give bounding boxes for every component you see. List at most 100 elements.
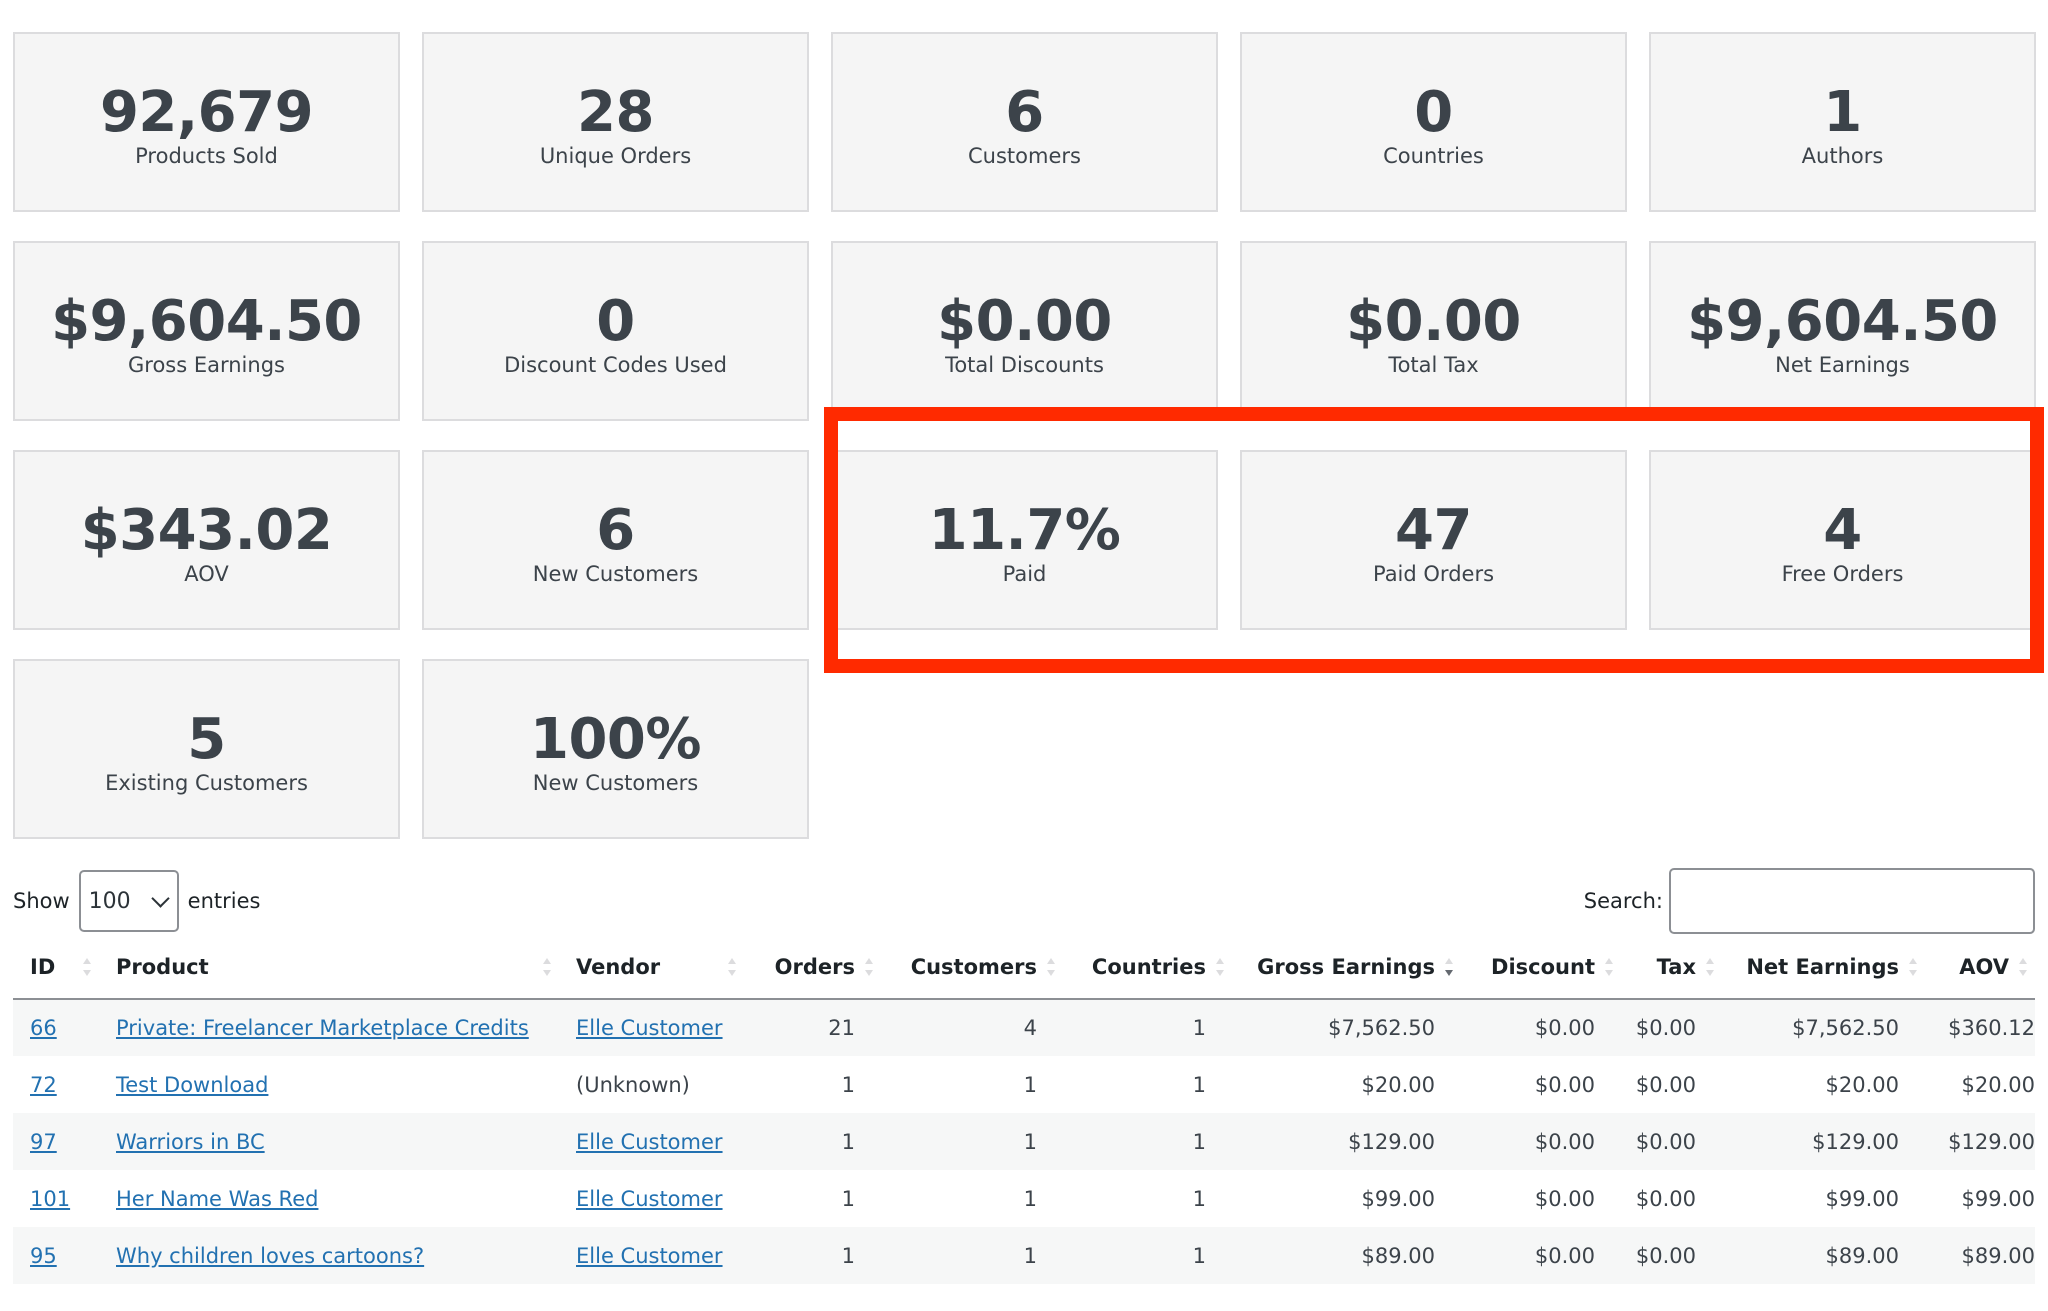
product-id-link[interactable]: 66 bbox=[30, 1016, 57, 1040]
column-header-label: AOV bbox=[1959, 954, 2009, 979]
product-id-link[interactable]: 97 bbox=[30, 1129, 57, 1154]
cell-discount: $0.00 bbox=[1461, 1113, 1621, 1170]
stat-label: Countries bbox=[1383, 143, 1484, 168]
cell-countries: 1 bbox=[1063, 999, 1232, 1056]
stat-label: New Customers bbox=[532, 770, 699, 795]
cell-discount: $0.00 bbox=[1534, 1186, 1595, 1211]
column-header-discount[interactable]: Discount bbox=[1461, 943, 1621, 1000]
cell-countries: 1 bbox=[1192, 1072, 1206, 1097]
stat-products-sold: 92,679 Products Sold bbox=[13, 32, 400, 212]
cell-product: Warriors in BC bbox=[99, 1113, 559, 1170]
stat-value: 28 bbox=[577, 80, 654, 146]
sort-icon bbox=[543, 956, 551, 978]
stat-value: 4 bbox=[1823, 498, 1862, 564]
stat-label: Total Discounts bbox=[945, 352, 1104, 377]
cell-countries: 1 bbox=[1192, 1186, 1206, 1211]
cell-id: 95 bbox=[13, 1227, 99, 1284]
sort-icon bbox=[1605, 956, 1613, 978]
product-link[interactable]: Private: Freelancer Marketplace Credits bbox=[116, 1016, 529, 1040]
stat-value: 47 bbox=[1395, 498, 1472, 564]
cell-product: Test Download bbox=[99, 1056, 559, 1113]
column-header-product[interactable]: Product bbox=[99, 943, 559, 1000]
vendor-link[interactable]: Elle Customer bbox=[576, 1016, 723, 1040]
column-header-net-earnings[interactable]: Net Earnings bbox=[1722, 943, 1925, 1000]
column-header-countries[interactable]: Countries bbox=[1063, 943, 1232, 1000]
cell-product: Her Name Was Red bbox=[99, 1170, 559, 1227]
cell-customers: 1 bbox=[881, 1113, 1063, 1170]
stat-label: Products Sold bbox=[135, 143, 278, 168]
stat-value: 6 bbox=[596, 498, 635, 564]
product-link[interactable]: Test Download bbox=[116, 1072, 269, 1097]
stat-total-discounts: $0.00 Total Discounts bbox=[831, 241, 1218, 421]
column-header-aov[interactable]: AOV bbox=[1925, 943, 2035, 1000]
stat-label: Paid Orders bbox=[1372, 561, 1495, 586]
column-header-label: Countries bbox=[1091, 954, 1206, 979]
stat-value: 92,679 bbox=[99, 80, 314, 146]
column-header-label: ID bbox=[30, 954, 56, 979]
stat-free-orders: 4 Free Orders bbox=[1649, 450, 2036, 630]
stat-value: 0 bbox=[596, 289, 635, 355]
stat-value: 0 bbox=[1414, 80, 1453, 146]
page-length-select[interactable]: 100 bbox=[78, 870, 179, 932]
column-header-vendor[interactable]: Vendor bbox=[559, 943, 744, 1000]
stat-label: Gross Earnings bbox=[128, 352, 285, 377]
stat-new-customers: 6 New Customers bbox=[422, 450, 809, 630]
table-controls: Show 100 entries Search: bbox=[13, 868, 2035, 934]
column-header-id[interactable]: ID bbox=[13, 943, 99, 1000]
stat-aov: $343.02 AOV bbox=[13, 450, 400, 630]
cell-vendor: Elle Customer bbox=[559, 999, 744, 1056]
stat-label: Customers bbox=[968, 143, 1081, 168]
cell-vendor: Elle Customer bbox=[559, 1227, 744, 1284]
cell-gross-earnings: $7,562.50 bbox=[1232, 999, 1461, 1056]
stat-value: $9,604.50 bbox=[1687, 289, 1998, 355]
table-row: 72 Test Download (Unknown) 1 1 1 $20.00 … bbox=[13, 1056, 2035, 1113]
column-header-tax[interactable]: Tax bbox=[1621, 943, 1722, 1000]
vendor-link[interactable]: Elle Customer bbox=[576, 1186, 723, 1211]
stat-label: Total Tax bbox=[1388, 352, 1479, 377]
stat-customers: 6 Customers bbox=[831, 32, 1218, 212]
sort-icon bbox=[1909, 956, 1917, 978]
stat-label: New Customers bbox=[532, 561, 699, 586]
sort-icon bbox=[728, 956, 736, 978]
stat-value: $0.00 bbox=[937, 289, 1112, 355]
product-link[interactable]: Why children loves cartoons? bbox=[116, 1243, 425, 1268]
cell-discount: $0.00 bbox=[1461, 999, 1621, 1056]
product-id-link[interactable]: 95 bbox=[30, 1243, 57, 1268]
column-header-customers[interactable]: Customers bbox=[881, 943, 1063, 1000]
stat-countries: 0 Countries bbox=[1240, 32, 1627, 212]
cell-customers: 1 bbox=[1023, 1186, 1037, 1211]
stat-label: Paid bbox=[1002, 561, 1047, 586]
product-id-link[interactable]: 101 bbox=[30, 1186, 71, 1211]
column-header-gross-earnings[interactable]: Gross Earnings bbox=[1232, 943, 1461, 1000]
stat-paid-orders: 47 Paid Orders bbox=[1240, 450, 1627, 630]
cell-orders: 21 bbox=[744, 999, 881, 1056]
column-header-label: Vendor bbox=[576, 954, 661, 979]
cell-net-earnings: $89.00 bbox=[1722, 1227, 1925, 1284]
stat-value: 100% bbox=[529, 707, 702, 773]
cell-id: 97 bbox=[13, 1113, 99, 1170]
sort-icon bbox=[2019, 956, 2027, 978]
product-link[interactable]: Warriors in BC bbox=[116, 1129, 265, 1154]
cell-discount: $0.00 bbox=[1534, 1072, 1595, 1097]
search-input[interactable] bbox=[1669, 868, 2035, 934]
table-row: 97 Warriors in BC Elle Customer 1 1 1 $1… bbox=[13, 1113, 2035, 1170]
column-header-orders[interactable]: Orders bbox=[744, 943, 881, 1000]
column-header-label: Gross Earnings bbox=[1257, 954, 1435, 979]
stat-value: 6 bbox=[1005, 80, 1044, 146]
chevron-down-icon bbox=[150, 888, 170, 908]
cell-discount: $0.00 bbox=[1461, 1227, 1621, 1284]
stat-existing-customers: 5 Existing Customers bbox=[13, 659, 400, 839]
entries-label: entries bbox=[187, 889, 261, 913]
stat-label: Existing Customers bbox=[105, 770, 308, 795]
cell-orders: 1 bbox=[744, 1113, 881, 1170]
column-header-label: Customers bbox=[910, 954, 1037, 979]
vendor-link[interactable]: Elle Customer bbox=[576, 1243, 723, 1268]
cell-vendor: (Unknown) bbox=[576, 1072, 690, 1097]
product-id-link[interactable]: 72 bbox=[30, 1072, 57, 1097]
product-link[interactable]: Her Name Was Red bbox=[116, 1186, 319, 1211]
sort-icon bbox=[1706, 956, 1714, 978]
vendor-link[interactable]: Elle Customer bbox=[576, 1129, 723, 1154]
cell-id: 72 bbox=[13, 1056, 99, 1113]
column-header-label: Product bbox=[116, 954, 209, 979]
cell-gross-earnings: $129.00 bbox=[1232, 1113, 1461, 1170]
